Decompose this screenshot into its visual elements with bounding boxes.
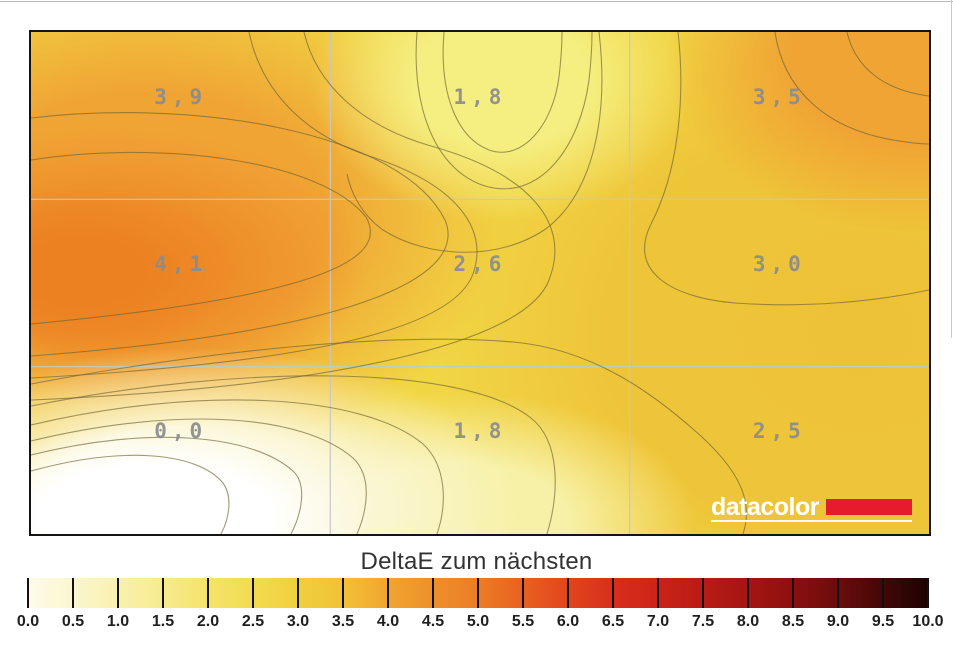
contour-lines bbox=[31, 32, 929, 534]
window-right-edge bbox=[951, 0, 952, 338]
colorbar-tick bbox=[657, 578, 659, 608]
colorbar-tick bbox=[927, 578, 929, 608]
colorbar-title: DeltaE zum nächsten bbox=[360, 548, 593, 575]
colorbar-tick-labels: 0.0 0.5 1.0 1.5 2.0 2.5 3.0 3.5 4.0 4.5 5.0 5.5 6.0 6… bbox=[17, 613, 944, 635]
colorbar-tick bbox=[837, 578, 839, 608]
colorbar-tick-label: 6.5 bbox=[601, 613, 625, 630]
colorbar-tick bbox=[27, 578, 29, 608]
colorbar-tick bbox=[522, 578, 524, 608]
colorbar-tick bbox=[747, 578, 749, 608]
datacolor-logo-text: datacolor bbox=[710, 493, 820, 521]
colorbar-tick-label: 2.5 bbox=[241, 613, 265, 630]
contour-plot: 3,9 1,8 3,5 4,1 2,6 3,0 0,0 1,8 2,5 datacolor bbox=[29, 30, 931, 536]
colorbar-tick bbox=[432, 578, 434, 608]
colorbar-tick bbox=[792, 578, 794, 608]
datacolor-logo-bar bbox=[826, 499, 912, 515]
colorbar-tick-label: 5.0 bbox=[466, 613, 490, 630]
colorbar-tick-label: 9.0 bbox=[826, 613, 850, 630]
window-top-edge bbox=[0, 1, 953, 2]
colorbar-tick-label: 2.0 bbox=[196, 613, 220, 630]
colorbar-tick-label: 6.0 bbox=[556, 613, 580, 630]
colorbar-tick-label: 7.5 bbox=[691, 613, 715, 630]
datacolor-logo: datacolor bbox=[710, 493, 912, 522]
colorbar-tick bbox=[477, 578, 479, 608]
colorbar-tick bbox=[162, 578, 164, 608]
colorbar-tick bbox=[72, 578, 74, 608]
colorbar-tick bbox=[342, 578, 344, 608]
colorbar-tick-label: 9.5 bbox=[871, 613, 895, 630]
colorbar-tick bbox=[117, 578, 119, 608]
contour-field bbox=[31, 32, 929, 534]
colorbar-tick bbox=[297, 578, 299, 608]
colorbar-tick bbox=[207, 578, 209, 608]
colorbar-tick-label: 5.5 bbox=[511, 613, 535, 630]
colorbar-tick bbox=[387, 578, 389, 608]
colorbar bbox=[27, 578, 929, 608]
colorbar-tick-label: 4.0 bbox=[376, 613, 400, 630]
colorbar-tick bbox=[567, 578, 569, 608]
colorbar-tick-label: 4.5 bbox=[421, 613, 445, 630]
colorbar-tick bbox=[252, 578, 254, 608]
colorbar-tick bbox=[612, 578, 614, 608]
colorbar-tick-label: 1.5 bbox=[151, 613, 175, 630]
colorbar-tick bbox=[702, 578, 704, 608]
colorbar-tick-label: 3.0 bbox=[286, 613, 310, 630]
colorbar-tick-label: 8.0 bbox=[736, 613, 760, 630]
colorbar-tick-label: 0.5 bbox=[61, 613, 85, 630]
colorbar-tick-label: 1.0 bbox=[106, 613, 130, 630]
colorbar-tick-label: 3.5 bbox=[331, 613, 355, 630]
colorbar-tick-label: 8.5 bbox=[781, 613, 805, 630]
colorbar-tick-label: 0.0 bbox=[16, 613, 40, 630]
colorbar-tick-label: 7.0 bbox=[646, 613, 670, 630]
colorbar-tick bbox=[882, 578, 884, 608]
colorbar-tick-label: 10.0 bbox=[912, 613, 944, 630]
